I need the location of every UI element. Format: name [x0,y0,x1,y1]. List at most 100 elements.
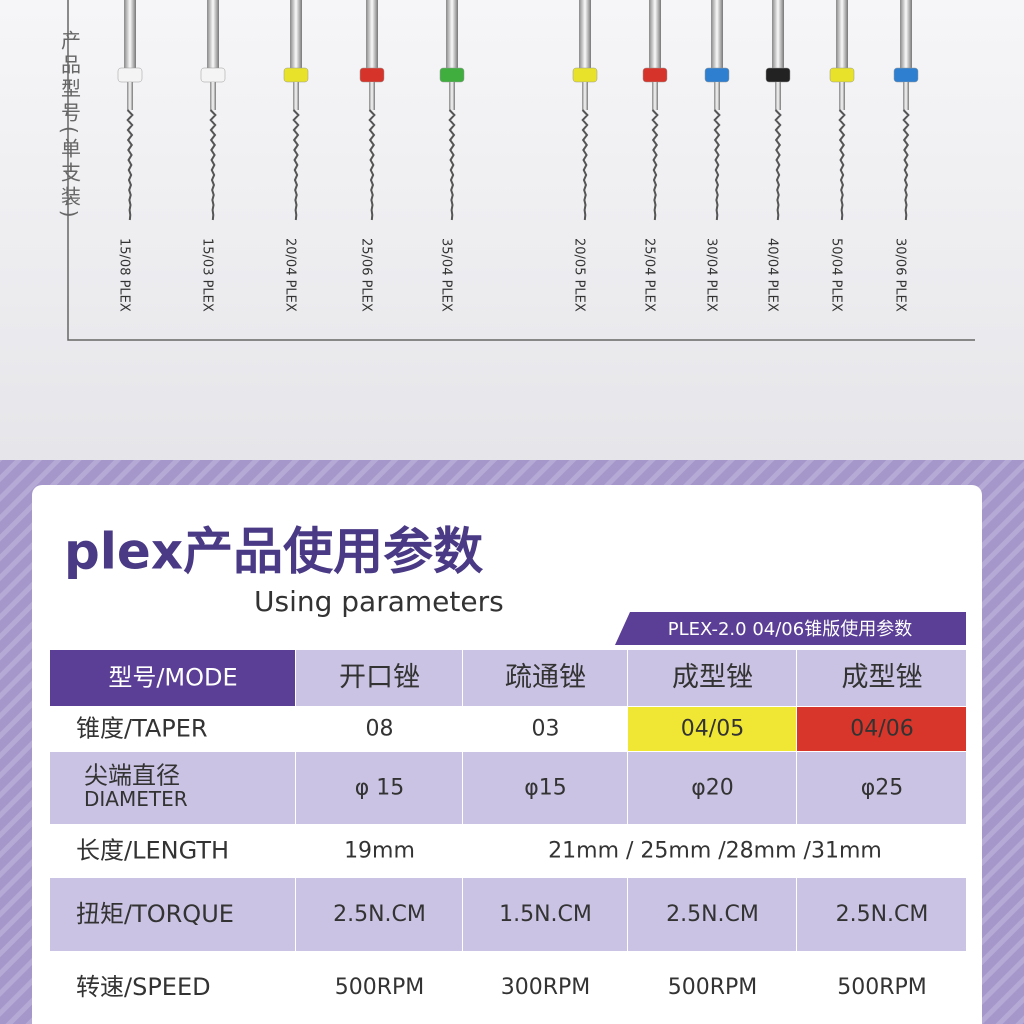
file-blade [368,109,376,221]
header-cell [296,650,462,706]
file-label: 50/04 PLEX [829,238,844,312]
file: 30/06 PLEX [893,0,919,312]
file-handle [290,0,302,68]
file-ring [893,67,919,83]
file-blade [209,109,217,221]
cell [463,707,627,751]
cell-text: 500RPM [668,975,758,1000]
file-handle [649,0,661,68]
file-ring [283,67,309,83]
file-shank [839,82,845,110]
cell-text: 21mm / 25mm /28mm /31mm [548,839,882,864]
cell [797,952,966,1023]
file-label: 20/05 PLEX [572,238,587,312]
file-handle [772,0,784,68]
file: 35/04 PLEX [439,0,465,312]
file-label: 30/06 PLEX [893,238,908,312]
file-handle [711,0,723,68]
file-shank [903,82,909,110]
cell [296,707,462,751]
cell [797,878,966,951]
file-shank [582,82,588,110]
file-label: 30/04 PLEX [704,238,719,312]
file-handle [446,0,458,68]
row-label-cell [50,707,295,751]
file-blade [902,109,910,221]
file: 15/03 PLEX [200,0,226,312]
file-handle [579,0,591,68]
file-blade [713,109,721,221]
cell [463,752,627,824]
header-text: 型号/MODE [108,664,237,692]
row-label: DIAMETER [84,787,188,811]
row-label-cell [50,952,295,1023]
file-ring [829,67,855,83]
header-cell [463,650,627,706]
file-blade [448,109,456,221]
header-text: 疏通锉 [505,662,586,693]
file-label: 15/03 PLEX [200,238,215,312]
cell-text: 03 [532,717,560,742]
file-ring [439,67,465,83]
header-text: 成型锉 [842,662,923,693]
cell-text: 500RPM [837,975,927,1000]
cell [628,752,796,824]
cell-text: 1.5N.CM [499,902,592,927]
subtitle: Using parameters [254,585,504,618]
cell [463,952,627,1023]
row-label: 锥度/TAPER [76,715,208,743]
file: 15/08 PLEX [117,0,143,312]
cell-text: 19mm [344,839,415,864]
title: plex产品使用参数 [64,523,483,581]
cell [296,825,462,877]
file-label: 40/04 PLEX [765,238,780,312]
file-ring [765,67,791,83]
file-blade [126,109,134,221]
cell [797,707,966,751]
cell-text: 2.5N.CM [333,902,426,927]
cell [463,825,966,877]
cell [296,752,462,824]
side-label-text: 产品型号(单支装) [58,30,82,222]
row-label: 扭矩/TORQUE [76,900,234,928]
cell [628,878,796,951]
file-shank [210,82,216,110]
file: 25/04 PLEX [642,0,668,312]
row-label-cell [50,752,295,824]
file-shank [775,82,781,110]
file: 20/05 PLEX [572,0,598,312]
file-shank [449,82,455,110]
file-ring [704,67,730,83]
file-ring [642,67,668,83]
file-blade [838,109,846,221]
file-handle [836,0,848,68]
cell [463,878,627,951]
cell-text: 300RPM [501,975,591,1000]
file-handle [366,0,378,68]
header-cell [797,650,966,706]
cell-text: 04/05 [681,717,744,742]
file-shank [369,82,375,110]
file-label: 25/06 PLEX [359,238,374,312]
file-label: 15/08 PLEX [117,238,132,312]
top-background [0,0,1024,460]
cell-text: 2.5N.CM [836,902,929,927]
files: 15/08 PLEX 15/03 PLEX 20/04 PLEX 25/06 PLEX… [117,0,919,312]
file: 25/06 PLEX [359,0,385,312]
badge-bg [615,612,966,645]
row-label: 转速/SPEED [76,973,211,1001]
file-blade [292,109,300,221]
file-shank [714,82,720,110]
cell-text: φ15 [524,776,567,801]
file-shank [127,82,133,110]
frame [67,0,975,341]
file-label: 25/04 PLEX [642,238,657,312]
file-label: 20/04 PLEX [283,238,298,312]
cell-text: 08 [366,717,394,742]
file: 50/04 PLEX [829,0,855,312]
file-handle [900,0,912,68]
file-shank [293,82,299,110]
cell [628,707,796,751]
